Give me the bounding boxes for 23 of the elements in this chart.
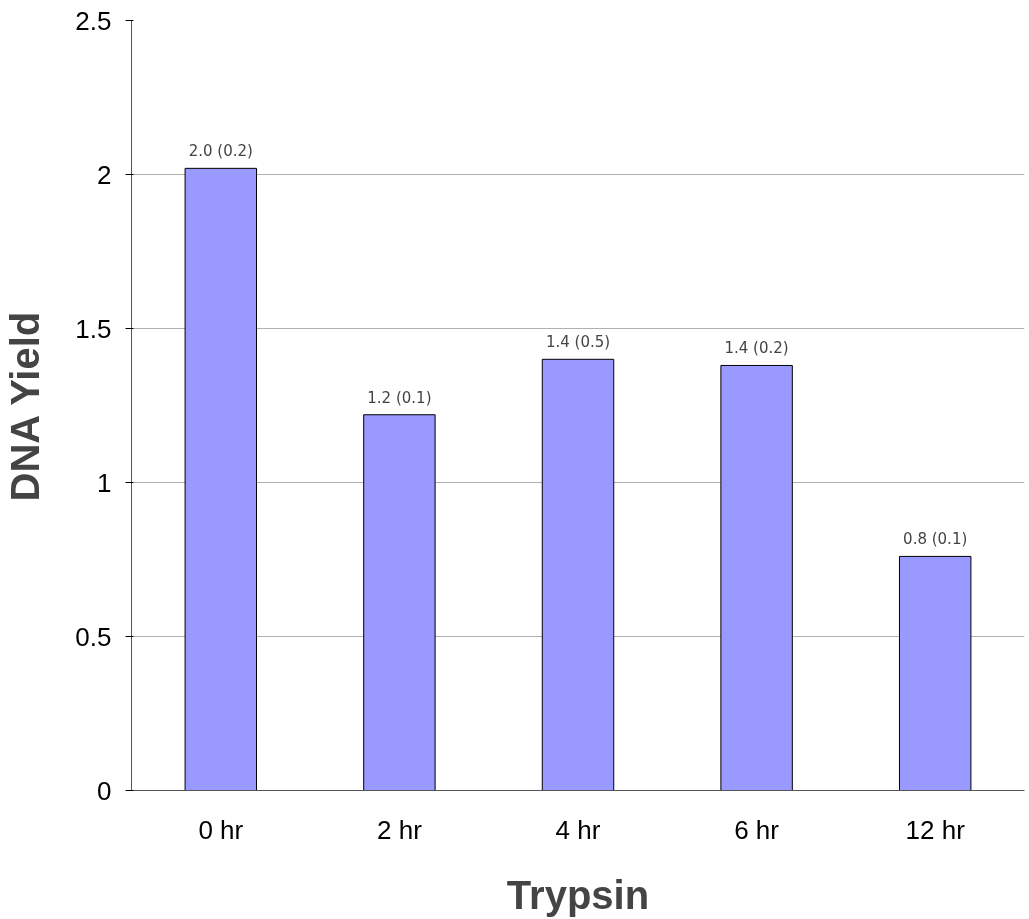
x-tick-label: 2 hr xyxy=(377,814,423,845)
y-tick-label: 1.5 xyxy=(75,313,112,344)
y-tick-label: 0 xyxy=(97,775,112,806)
data-label: 2.0 (0.2) xyxy=(188,142,253,161)
data-label: 0.8 (0.1) xyxy=(903,530,968,549)
bar xyxy=(184,167,258,791)
y-tick-label: 2.5 xyxy=(75,5,112,36)
x-tick-label: 12 hr xyxy=(905,814,966,845)
y-axis-title: DNA Yield xyxy=(3,311,48,502)
bar xyxy=(720,364,793,791)
x-tick-label: 4 hr xyxy=(555,814,601,845)
bar xyxy=(898,555,972,791)
y-tick-label: 0.5 xyxy=(75,621,112,652)
x-axis-title: Trypsin xyxy=(506,872,650,917)
data-label: 1.2 (0.1) xyxy=(367,388,432,407)
data-label: 1.4 (0.2) xyxy=(724,339,789,358)
x-tick-label: 6 hr xyxy=(734,814,780,845)
y-tick-label: 1 xyxy=(97,467,112,498)
data-label: 1.4 (0.5) xyxy=(545,333,611,352)
y-tick-label: 2 xyxy=(97,159,112,190)
x-tick-label: 0 hr xyxy=(198,814,244,845)
bar xyxy=(363,414,436,791)
bar xyxy=(541,358,615,791)
